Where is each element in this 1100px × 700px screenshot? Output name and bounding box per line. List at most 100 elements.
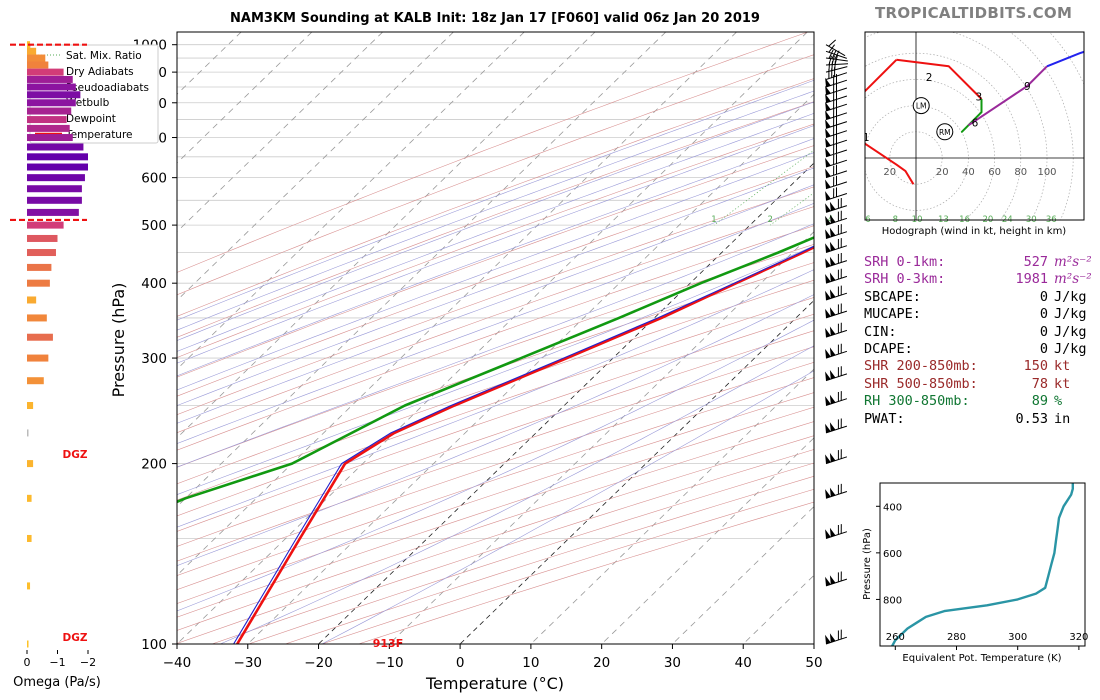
wind-barb-flag	[825, 119, 831, 129]
hodograph-ring-label: 40	[962, 167, 975, 178]
stat-value: 0	[1039, 323, 1048, 340]
theta-e-ylabel: Pressure (hPa)	[862, 528, 873, 600]
wind-barb-flag	[829, 289, 836, 299]
x-tick-label: −30	[234, 655, 263, 671]
wind-barb-flag	[829, 347, 836, 357]
legend-dry-adiabats: Dry Adiabats	[66, 66, 134, 78]
stat-label: SRH 0-1km:	[864, 254, 946, 270]
isotherm-line	[177, 32, 525, 370]
stat-value: 0	[1039, 341, 1048, 358]
omega-x-tick-label: 0	[24, 656, 31, 669]
stat-label: CIN:	[864, 323, 897, 340]
pseudoadiabat-line	[177, 184, 814, 424]
x-tick-label: 20	[593, 655, 610, 671]
omega-bar	[27, 208, 79, 216]
wind-barb-staff	[825, 63, 849, 66]
wind-barb-flag	[829, 527, 836, 537]
dry-adiabat-line	[177, 392, 814, 604]
theta-e-frame	[879, 482, 1086, 647]
omega-bar	[27, 185, 82, 193]
hodograph-height-label: 2	[926, 72, 933, 84]
wind-barb-flag	[829, 394, 836, 404]
omega-bar	[27, 279, 50, 287]
wind-barb-flag	[825, 128, 831, 138]
dewpoint-profile	[177, 236, 814, 504]
stat-shr-200: SHR 200-850mb: 150 kt	[864, 358, 1100, 375]
mixing-ratio-line	[988, 32, 1100, 225]
isotherm-line	[247, 93, 814, 644]
x-tick-label: 30	[664, 655, 681, 671]
wind-barb-flag	[829, 487, 836, 497]
wind-barb-flag	[825, 634, 831, 644]
wind-barb-flag	[825, 137, 831, 147]
omega-bar	[27, 296, 37, 304]
wind-barb-flag	[829, 575, 836, 585]
wind-barb	[825, 143, 848, 158]
hodograph-ring-label: 20	[883, 167, 896, 178]
wetbulb-profile	[233, 245, 814, 644]
wind-barb	[825, 175, 848, 190]
wind-barb-flag	[825, 489, 831, 499]
theta-e-x-tick-label: 260	[886, 632, 905, 643]
wind-barb-flag	[825, 215, 831, 226]
wind-barb	[825, 238, 848, 253]
stat-value: 1981	[1015, 271, 1048, 288]
hodograph-panel: 20 20 40 60 80 100 1 2 3 6 9 LM RM	[863, 32, 1084, 220]
stat-unit: m²s⁻²	[1054, 271, 1092, 288]
stat-unit: in	[1054, 410, 1071, 427]
wind-barb-flag	[825, 371, 831, 381]
stat-label: MUCAPE:	[864, 306, 921, 323]
mixing-ratio-line	[1007, 32, 1100, 225]
hodograph-trace	[967, 65, 1048, 127]
wind-barb-flag	[825, 396, 831, 406]
wind-barb-flag	[829, 326, 836, 336]
wind-barb-flag	[825, 168, 831, 178]
pseudoadiabat-line	[177, 80, 814, 321]
y-tick-label: 600	[141, 171, 167, 187]
hodograph-caption: Hodograph (wind in kt, height in km)	[882, 226, 1067, 237]
stat-unit: J/kg	[1054, 306, 1087, 323]
wind-barb	[825, 115, 848, 129]
mixing-ratio-label: 2	[767, 215, 772, 225]
storm-motion-marker	[936, 123, 954, 141]
hodograph-height-label: 1	[863, 132, 870, 144]
omega-bar	[27, 68, 64, 76]
dgz-label-lower: DGZ	[63, 632, 88, 644]
wind-barb	[825, 524, 848, 539]
pseudoadiabat-line	[177, 152, 814, 391]
wind-barb-flag	[825, 258, 831, 268]
hodograph-trace	[960, 99, 983, 133]
hodograph-height-label: 6	[972, 118, 979, 130]
dry-adiabat-line	[177, 244, 814, 468]
wind-barb	[825, 197, 848, 213]
storm-motion-label: RM	[939, 128, 951, 137]
mixing-ratio-line	[943, 32, 1100, 225]
wind-barb-flag	[825, 229, 831, 239]
omega-bar	[27, 153, 88, 161]
hodograph-ring-label: 100	[1037, 167, 1056, 178]
wind-barb-flag	[825, 290, 831, 300]
wind-barb	[825, 89, 848, 104]
theta-e-panel: 260 280 300 320 400 600 800	[876, 483, 1088, 650]
chart-title: NAM3KM Sounding at KALB Init: 18z Jan 17…	[230, 11, 760, 26]
stat-srh-1: SRH 0-1km: 527 m²s⁻²	[864, 254, 1100, 271]
pseudoadiabat-line	[177, 101, 814, 341]
omega-bar	[27, 221, 64, 229]
omega-bar	[27, 196, 82, 204]
omega-x-tick-label: −2	[80, 656, 96, 669]
x-tick-label: −10	[375, 655, 404, 671]
wind-barb	[825, 322, 848, 338]
wind-barb	[825, 134, 848, 148]
pseudoadiabat-line	[177, 223, 814, 468]
isotherm-line	[177, 32, 808, 644]
wind-barb	[825, 391, 848, 406]
wind-barb-flag	[829, 214, 836, 224]
dry-adiabat-line	[177, 377, 814, 591]
omega-bar	[27, 333, 53, 341]
isotherm-line	[177, 32, 454, 301]
wind-barb-flag	[825, 243, 831, 253]
stat-pwat: PWAT: 0.53 in	[864, 411, 1100, 428]
skewt-xlabel: Temperature (°C)	[425, 674, 564, 693]
wind-barb-flag	[829, 370, 836, 380]
y-tick-label: 500	[141, 218, 167, 234]
